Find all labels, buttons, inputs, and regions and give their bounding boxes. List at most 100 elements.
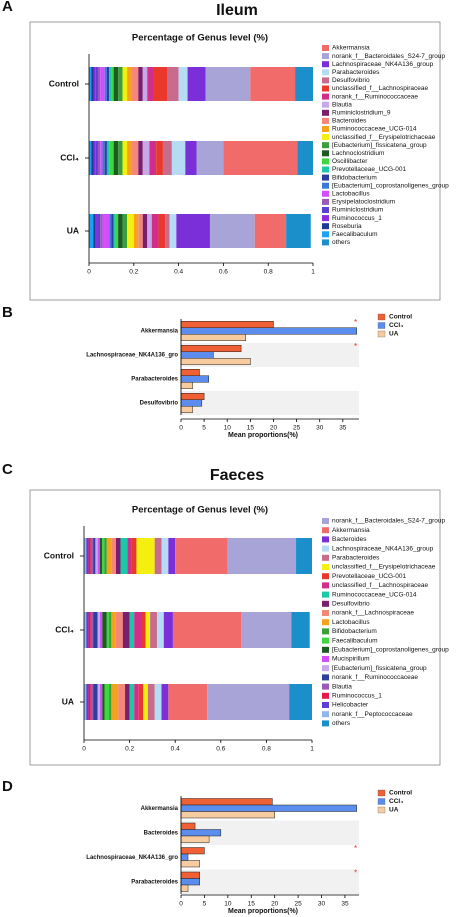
bar-segment bbox=[86, 684, 89, 720]
legend-swatch bbox=[322, 591, 329, 598]
x-axis-title: Mean proportions(%) bbox=[228, 908, 298, 915]
bar-segment bbox=[295, 67, 313, 101]
bar bbox=[180, 399, 203, 407]
bar-segment bbox=[162, 141, 172, 175]
bar bbox=[180, 884, 189, 892]
bar-segment bbox=[223, 141, 298, 175]
legend-label: Ruminococcus_1 bbox=[332, 693, 382, 700]
bar-segment bbox=[106, 141, 110, 175]
bar-segment bbox=[90, 612, 94, 648]
bar-segment bbox=[142, 141, 150, 175]
bar-segment bbox=[97, 612, 100, 648]
bar-segment bbox=[138, 214, 143, 248]
bar-segment bbox=[142, 67, 148, 101]
bar-segment bbox=[95, 538, 98, 574]
bar-segment bbox=[115, 214, 119, 248]
bar-segment bbox=[156, 141, 163, 175]
legend-label: Ruminiclostridium_9 bbox=[332, 110, 391, 117]
bar bbox=[180, 334, 246, 341]
bar bbox=[180, 351, 214, 359]
legend-swatch bbox=[322, 126, 329, 132]
bar-segment bbox=[86, 538, 89, 574]
bar-segment bbox=[89, 141, 92, 175]
legend-label: Akkermansia bbox=[332, 527, 370, 534]
x-tick-label: 10 bbox=[224, 425, 232, 432]
y-tick-label: Bacteroides bbox=[144, 830, 179, 836]
bar-segment bbox=[100, 214, 103, 248]
legend-swatch bbox=[322, 573, 329, 580]
bar-segment bbox=[109, 684, 112, 720]
bar-segment bbox=[129, 684, 135, 720]
bar-segment bbox=[254, 214, 287, 248]
bar-segment bbox=[169, 214, 177, 248]
x-tick-label: 0 bbox=[82, 746, 86, 753]
x-tick-label: 25 bbox=[294, 901, 302, 908]
legend-label: Parabacteroides bbox=[332, 555, 380, 562]
legend-label: Roseburia bbox=[332, 223, 362, 230]
y-tick-label: Parabacteroides bbox=[131, 879, 178, 885]
legend-swatch bbox=[322, 61, 329, 68]
bar-segment bbox=[296, 538, 312, 574]
bar-segment bbox=[227, 538, 297, 574]
bar-segment bbox=[134, 684, 139, 720]
legend-swatch bbox=[322, 150, 329, 157]
x-tick-label: 0.6 bbox=[216, 746, 225, 753]
bar-segment bbox=[93, 612, 98, 648]
significance-mark: * bbox=[354, 844, 357, 853]
y-tick-label: Akkermansia bbox=[141, 806, 179, 812]
bar-segment bbox=[133, 214, 139, 248]
x-tick-label: 0 bbox=[87, 269, 91, 276]
significance-mark: * bbox=[354, 318, 357, 327]
bar-segment bbox=[104, 684, 110, 720]
legend-label: Lachnoclostridium bbox=[332, 150, 384, 157]
bar-segment bbox=[131, 141, 139, 175]
bar-segment bbox=[97, 538, 100, 574]
bar-segment bbox=[106, 612, 110, 648]
legend-label: norank_f__Bacteroidales_S24-7_group bbox=[332, 53, 445, 60]
x-tick-label: 0.4 bbox=[171, 746, 180, 753]
panel-label: B bbox=[2, 304, 13, 321]
chart-subtitle: Percentage of Genus level (%) bbox=[132, 505, 268, 516]
legend-label: Bifidobacterium bbox=[332, 174, 377, 181]
bar-segment bbox=[122, 141, 128, 175]
bar-segment bbox=[100, 141, 103, 175]
legend-label: norank_f__Ruminococcaceae bbox=[332, 674, 418, 681]
bar-segment bbox=[91, 67, 94, 101]
x-tick-label: 35 bbox=[341, 901, 349, 908]
legend-swatch bbox=[322, 198, 329, 205]
bar-segment bbox=[93, 214, 96, 248]
bar-segment bbox=[102, 684, 105, 720]
bar bbox=[180, 321, 274, 328]
bar-segment bbox=[99, 538, 103, 574]
legend-swatch bbox=[322, 231, 329, 238]
bar-segment bbox=[145, 612, 151, 648]
legend-swatch bbox=[377, 322, 386, 329]
bar-segment bbox=[88, 684, 91, 720]
legend-swatch bbox=[322, 93, 329, 100]
legend-label: UA bbox=[389, 331, 399, 338]
y-tick-label: Lachnospiraceae_NK4A136_gro bbox=[86, 855, 178, 861]
legend-label: norank_f__Bacteroidales_S24-7_group bbox=[332, 518, 445, 525]
legend-label: norank_f__Ruminococcaceae bbox=[332, 93, 418, 100]
bar-segment bbox=[106, 67, 110, 101]
y-tick-label: Control bbox=[49, 78, 79, 88]
legend-label: Lachnospiraceae_NK4A136_group bbox=[332, 61, 434, 68]
y-tick-label: CCl₄ bbox=[60, 152, 79, 162]
legend-label: Blautia bbox=[332, 683, 352, 690]
legend-label: [Eubacterium]_coprostanoligenes_group bbox=[332, 182, 449, 189]
bar-segment bbox=[97, 141, 101, 175]
x-tick-label: 35 bbox=[339, 425, 347, 432]
legend-swatch bbox=[322, 117, 329, 124]
legend-label: norank_f__Lachnospiraceae bbox=[332, 610, 414, 617]
bar-segment bbox=[118, 141, 123, 175]
legend-swatch bbox=[322, 239, 329, 246]
legend-swatch bbox=[322, 174, 329, 181]
bar-segment bbox=[91, 141, 94, 175]
bar-segment bbox=[143, 684, 148, 720]
bar-segment bbox=[289, 684, 312, 720]
bar-segment bbox=[84, 684, 87, 720]
significance-mark: * bbox=[354, 342, 357, 351]
bar-segment bbox=[88, 612, 91, 648]
legend-swatch bbox=[322, 536, 329, 543]
bar-segment bbox=[138, 67, 143, 101]
